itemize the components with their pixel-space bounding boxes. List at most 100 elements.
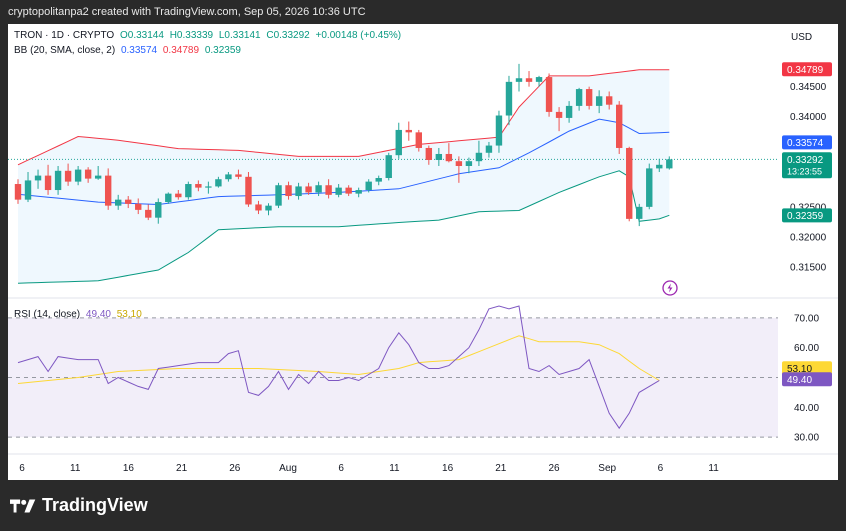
candle-body [565,105,573,118]
candle-body [205,186,212,188]
candle-body [545,77,553,112]
candle-body [495,115,503,146]
ohlc-high: H0.33339 [169,30,214,41]
candle-body [525,78,533,82]
candle-body [445,153,453,162]
candle-body [24,180,32,200]
candle-body [295,186,302,197]
rsi-tick-label: 30.00 [794,433,819,444]
ohlc-change: +0.00148 (+0.45%) [315,30,402,41]
bb-upper-price-tag-bg [782,62,832,77]
candle-body [14,184,22,200]
bb-mid-price-tag-bg [782,135,832,150]
time-tick-label: 6 [19,463,25,474]
time-tick-label: 26 [548,463,560,474]
lightning-icon [667,283,673,293]
candle-body [616,104,623,148]
candle-body [385,155,392,179]
price-legend: TRON · 1D · CRYPTO O0.33144 H0.33339 L0.… [14,30,404,41]
time-tick-label: Aug [279,463,297,474]
bb-upper-value: 0.34789 [162,45,200,56]
tradingview-logo[interactable]: TradingView [10,495,148,516]
chart-caption: cryptopolitanpa2 created with TradingVie… [8,6,366,18]
time-tick-label: 6 [658,463,664,474]
candle-body [375,178,382,182]
candle-body [115,199,122,206]
candle-body [435,153,443,160]
price-tick-label: 0.31500 [790,262,827,273]
candle-body [455,161,463,166]
tradingview-icon [10,499,36,512]
candle-body [475,152,483,162]
time-tick-label: 16 [442,463,454,474]
bb-band-fill [18,69,670,284]
last-price-tag-bg [782,152,832,179]
bb-upper-price-tag: 0.34789 [787,65,824,76]
candle-body [94,175,102,179]
price-tick-label: 0.34000 [790,112,827,123]
rsi-label: RSI (14, close) [14,309,81,320]
candle-body [104,175,112,206]
candle-body [265,205,272,211]
candle-body [285,185,292,197]
candle-body [235,174,242,177]
rsi-ma-tag-bg [782,361,832,376]
candle-body [34,175,42,181]
bb-lower-line [17,170,670,284]
candle-body [505,81,513,116]
time-tick-label: 6 [338,463,344,474]
bb-mid-price-tag: 0.33574 [787,138,824,149]
candle-body [275,185,282,206]
candle-body [245,176,252,205]
candle-body [515,78,523,82]
rsi-value: 49.40 [85,309,111,320]
candle-body [84,169,92,179]
candle-body [555,111,563,118]
candle-body [225,174,232,180]
candle-body [425,147,433,160]
candle-body [165,193,172,203]
candle-body [135,203,142,210]
rsi-ma-tag: 53.10 [787,364,812,375]
candle-body [215,179,222,187]
bb-legend[interactable]: BB (20, SMA, close, 2) 0.33574 0.34789 0… [14,45,244,56]
candle-body [195,184,202,188]
bb-lower-price-tag: 0.32359 [787,211,824,222]
bb-lower-price-tag-bg [782,208,832,223]
rsi-tick-label: 70.00 [794,313,819,324]
candle-body [485,145,493,153]
bar-countdown: 13:23:55 [787,166,822,176]
candle-body [656,164,663,169]
price-tick-label: 0.34500 [790,82,827,93]
candle-body [636,206,643,219]
ohlc-open: O0.33144 [119,30,164,41]
bb-label: BB (20, SMA, close, 2) [14,45,116,56]
rsi-value-tag-bg [782,372,832,387]
symbol-label[interactable]: TRON · 1D · CRYPTO [14,30,115,41]
time-tick-label: 21 [495,463,507,474]
candle-body [535,77,543,82]
candle-body [145,209,152,218]
price-tick-label: 0.32000 [790,232,827,243]
rsi-ma-value: 53.10 [116,309,142,320]
rsi-legend[interactable]: RSI (14, close) 49.40 53.10 [14,309,145,320]
chart-frame: USD 0.34500 0.34000 0.32500 0.32000 0.31500 0.… [8,24,838,480]
rsi-line [17,305,660,430]
brand-name: TradingView [42,495,148,515]
last-price-tag: 0.33292 [787,155,824,166]
time-tick-label: 11 [70,463,81,474]
candle-body [175,193,182,198]
candle-body [74,169,82,182]
rsi-tick-label: 60.00 [794,343,819,354]
candle-body [125,199,132,204]
candle-body [415,132,422,148]
price-tick-label: 0.32500 [790,202,827,213]
candle-body [666,159,673,169]
candle-body [465,161,473,166]
time-tick-label: Sep [598,463,616,474]
candle-body [585,89,593,106]
chart-svg: USD 0.34500 0.34000 0.32500 0.32000 0.31500 0.… [8,32,838,474]
candle-body [54,170,62,191]
time-tick-label: 16 [123,463,135,474]
bb-lower-value: 0.32359 [204,45,241,56]
